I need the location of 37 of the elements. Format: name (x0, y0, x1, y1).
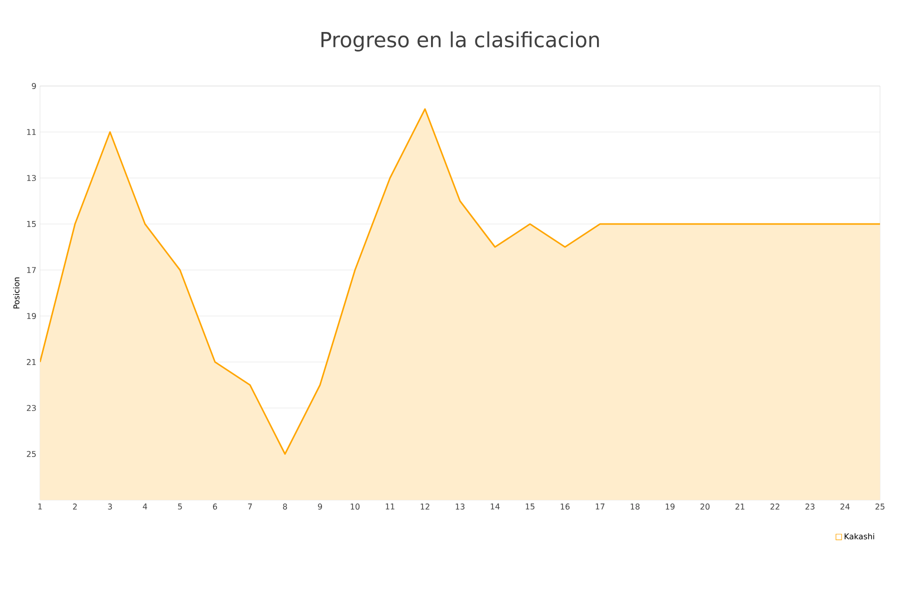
x-tick-label: 20 (700, 504, 710, 510)
x-tick-label: 13 (456, 504, 464, 510)
x-tick-label: 22 (770, 504, 780, 510)
x-tick-label: 23 (805, 504, 814, 510)
x-tick-label: 12 (420, 504, 430, 510)
x-tick-label: 21 (735, 504, 744, 510)
y-axis-title: Posicion (13, 277, 20, 308)
x-tick-label: 9 (318, 504, 322, 510)
x-tick-label: 11 (386, 504, 394, 510)
x-tick-label: 15 (526, 504, 534, 510)
y-tick-label: 23 (26, 404, 36, 412)
y-tick-label: 9 (32, 82, 36, 90)
x-tick-label: 17 (596, 504, 604, 510)
x-tick-label: 3 (108, 504, 112, 510)
legend-label: Kakashi (844, 533, 874, 540)
y-tick-label: 25 (26, 450, 36, 458)
x-tick-label: 6 (213, 504, 218, 510)
x-tick-label: 24 (840, 504, 850, 510)
x-tick-label: 4 (142, 504, 148, 510)
y-tick-label: 15 (27, 221, 36, 227)
x-tick-label: 19 (666, 504, 675, 510)
x-tick-label: 25 (876, 504, 884, 510)
x-tick-label: 2 (73, 504, 77, 510)
x-tick-label: 5 (178, 504, 182, 510)
x-tick-label: 16 (560, 504, 570, 510)
x-tick-label: 8 (283, 504, 288, 510)
y-tick-label: 11 (27, 129, 36, 135)
x-tick-label: 14 (490, 504, 500, 510)
x-tick-label: 10 (350, 504, 360, 510)
y-tick-label: 21 (26, 359, 36, 365)
y-tick-label: 17 (27, 267, 36, 273)
y-tick-label: 19 (27, 312, 36, 320)
chart-title: Progreso en la clasificacion (321, 31, 599, 52)
y-tick-label: 13 (27, 174, 36, 182)
x-tick-label: 18 (630, 504, 640, 510)
x-tick-label: 1 (38, 504, 42, 510)
x-tick-label: 7 (248, 504, 252, 510)
